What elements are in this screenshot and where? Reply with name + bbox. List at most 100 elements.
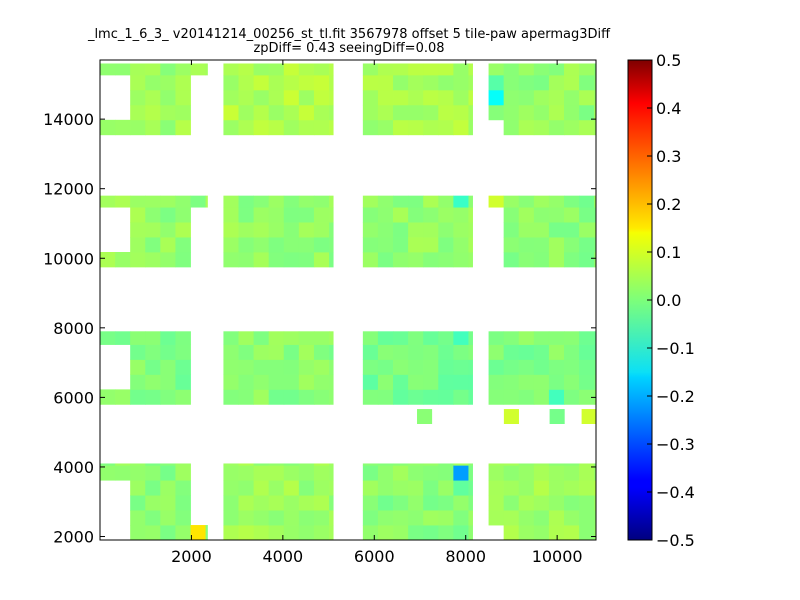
heatmap-cell bbox=[145, 63, 161, 76]
heatmap-cell bbox=[533, 119, 550, 136]
heatmap-cell bbox=[160, 207, 176, 223]
heatmap-cell bbox=[329, 463, 334, 466]
heatmap-cell bbox=[408, 222, 424, 238]
heatmap-cell bbox=[268, 463, 285, 466]
heatmap-cell bbox=[548, 237, 565, 253]
heatmap-cell bbox=[408, 344, 424, 360]
heatmap-cell bbox=[329, 510, 334, 526]
heatmap-cell bbox=[268, 252, 285, 268]
heatmap-cell bbox=[408, 510, 424, 526]
heatmap-cell bbox=[579, 480, 595, 496]
heatmap-cell bbox=[160, 463, 176, 466]
heatmap-cell bbox=[268, 495, 285, 511]
heatmap-cell bbox=[283, 252, 300, 268]
heatmap-cell bbox=[313, 359, 330, 375]
heatmap-cell bbox=[175, 465, 191, 481]
heatmap-cell bbox=[594, 237, 596, 253]
heatmap-cell bbox=[518, 495, 535, 511]
colorbar-tick-label: 0.4 bbox=[656, 99, 681, 118]
heatmap-cell bbox=[253, 374, 270, 390]
heatmap-cell bbox=[579, 104, 595, 121]
heatmap-cell bbox=[283, 389, 300, 405]
heatmap-cell bbox=[175, 374, 191, 390]
heatmap-cell bbox=[594, 252, 596, 268]
heatmap-cells bbox=[100, 63, 596, 540]
heatmap-cell bbox=[362, 463, 379, 466]
heatmap-cell bbox=[468, 510, 473, 526]
heatmap-cell bbox=[564, 389, 580, 405]
heatmap-cell bbox=[100, 465, 116, 481]
heatmap-cell bbox=[145, 119, 161, 136]
heatmap-cell bbox=[393, 252, 409, 268]
heatmap-cell bbox=[238, 525, 254, 540]
heatmap-cell bbox=[594, 63, 596, 76]
x-tick-label: 2000 bbox=[171, 547, 212, 566]
heatmap-cell bbox=[298, 389, 315, 405]
colorbar-tick-label: −0.4 bbox=[656, 483, 695, 502]
heatmap-cell bbox=[223, 480, 239, 496]
heatmap-cell bbox=[253, 389, 270, 405]
heatmap-cell bbox=[253, 359, 270, 375]
heatmap-cell bbox=[488, 63, 505, 76]
heatmap-cell bbox=[488, 331, 505, 345]
heatmap-cell bbox=[548, 389, 565, 405]
x-tick-label: 6000 bbox=[354, 547, 395, 566]
heatmap-cell bbox=[579, 331, 595, 345]
heatmap-cell bbox=[518, 222, 535, 238]
heatmap-cell bbox=[503, 119, 520, 136]
heatmap-cell bbox=[393, 510, 409, 526]
heatmap-cell bbox=[393, 195, 409, 208]
heatmap-cell bbox=[329, 359, 334, 375]
heatmap-cell bbox=[518, 119, 535, 136]
heatmap-cell bbox=[453, 525, 469, 540]
heatmap-cell bbox=[283, 525, 300, 540]
heatmap-cell bbox=[377, 63, 394, 76]
heatmap-cell bbox=[145, 374, 161, 390]
heatmap-cell bbox=[175, 222, 191, 238]
heatmap-cell bbox=[115, 389, 131, 405]
heatmap-cell bbox=[393, 74, 409, 91]
heatmap-cell bbox=[145, 465, 161, 481]
heatmap-cell bbox=[190, 63, 206, 76]
heatmap-cell bbox=[564, 104, 580, 121]
heatmap-cell bbox=[468, 465, 473, 481]
heatmap-cell bbox=[223, 252, 239, 268]
heatmap-cell bbox=[175, 495, 191, 511]
heatmap-cell bbox=[503, 344, 520, 360]
heatmap-cell bbox=[393, 119, 409, 136]
heatmap-cell bbox=[268, 465, 285, 481]
heatmap-cell bbox=[393, 207, 409, 223]
heatmap-cell bbox=[533, 510, 550, 526]
heatmap-cell bbox=[205, 525, 208, 540]
heatmap-cell bbox=[564, 63, 580, 76]
heatmap-cell bbox=[423, 89, 439, 106]
heatmap-cell bbox=[438, 207, 454, 223]
heatmap-cell bbox=[579, 344, 595, 360]
heatmap-cell bbox=[283, 463, 300, 466]
heatmap-cell bbox=[223, 207, 239, 223]
heatmap-cell bbox=[503, 525, 520, 540]
heatmap-cell bbox=[329, 104, 334, 121]
heatmap-cell bbox=[329, 495, 334, 511]
heatmap-cell bbox=[238, 119, 254, 136]
heatmap-cell bbox=[238, 480, 254, 496]
heatmap-cell bbox=[175, 63, 191, 76]
heatmap-cell bbox=[408, 237, 424, 253]
heatmap-cell bbox=[564, 465, 580, 481]
heatmap-cell bbox=[393, 237, 409, 253]
heatmap-cell bbox=[253, 510, 270, 526]
heatmap-cell bbox=[223, 389, 239, 405]
heatmap-cell bbox=[548, 89, 565, 106]
heatmap-cell bbox=[130, 510, 146, 526]
heatmap-cell bbox=[223, 104, 239, 121]
heatmap-cell bbox=[377, 74, 394, 91]
heatmap-cell bbox=[329, 119, 334, 136]
heatmap-cell bbox=[362, 89, 379, 106]
heatmap-cell bbox=[488, 465, 505, 481]
heatmap-cell bbox=[329, 374, 334, 390]
heatmap-cell bbox=[548, 465, 565, 481]
heatmap-cell bbox=[145, 237, 161, 253]
heatmap-cell bbox=[313, 89, 330, 106]
heatmap-cell bbox=[417, 409, 433, 424]
